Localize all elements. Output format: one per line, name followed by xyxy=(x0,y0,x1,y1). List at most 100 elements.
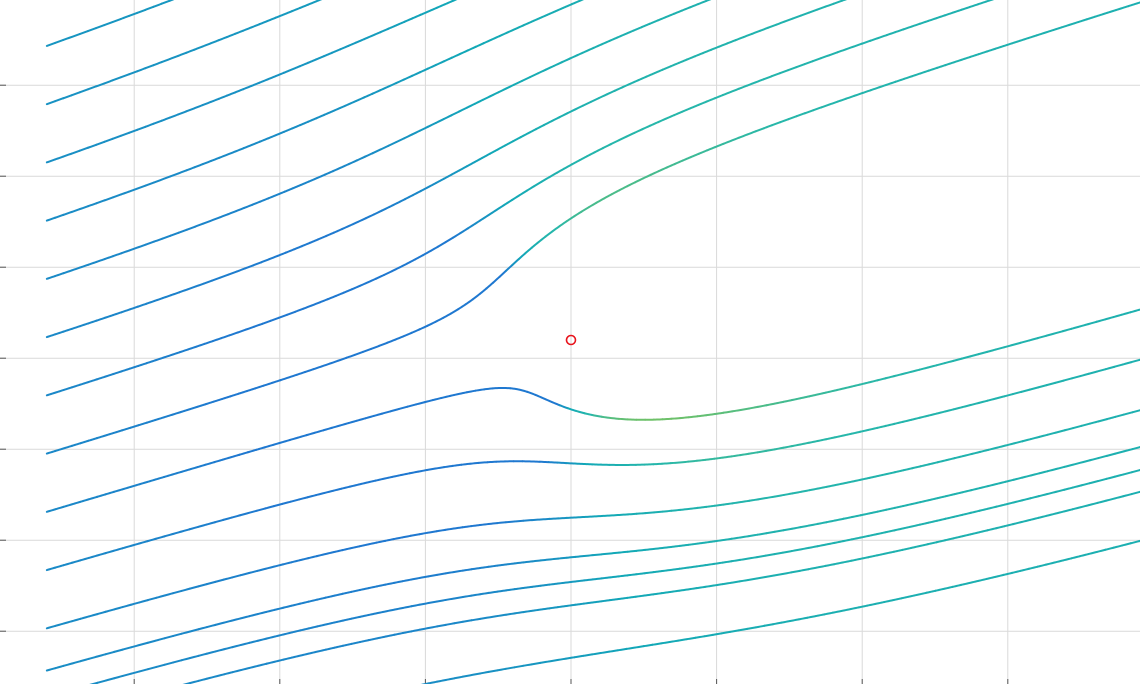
streamline-segment xyxy=(726,39,737,45)
streamline-segment xyxy=(1070,555,1081,560)
streamline-segment xyxy=(290,654,302,659)
streamline-segment xyxy=(442,312,452,319)
streamline-segment xyxy=(113,547,124,552)
streamline-segment xyxy=(177,51,188,57)
streamline-segment xyxy=(1130,490,1140,496)
streamline-segment xyxy=(1114,413,1125,418)
streamline-segment xyxy=(782,445,793,449)
streamline-segment xyxy=(738,133,749,139)
streamline-segment xyxy=(113,648,124,653)
streamline-segment xyxy=(95,24,106,30)
streamline-segment xyxy=(780,620,792,624)
streamline-segment xyxy=(317,235,328,241)
streamline-segment xyxy=(891,597,903,602)
streamline-segment xyxy=(653,68,664,75)
streamline-segment xyxy=(153,237,164,243)
streamline-segment xyxy=(1078,323,1090,328)
streamline-segment xyxy=(695,585,707,590)
streamline-segment xyxy=(1113,363,1124,368)
streamline-segment xyxy=(697,0,708,6)
streamline-segment xyxy=(513,561,525,565)
streamline-segment xyxy=(417,469,428,473)
streamline-segment xyxy=(486,460,498,464)
streamline-segment xyxy=(71,559,82,564)
streamline-segment xyxy=(960,355,972,360)
streamline-segment xyxy=(574,104,585,111)
streamline-segment xyxy=(163,634,175,640)
streamline-segment xyxy=(678,460,690,464)
streamline-segment xyxy=(583,578,594,582)
streamline-segment xyxy=(87,378,98,384)
streamline-segment xyxy=(497,87,508,94)
streamline-segment xyxy=(256,637,268,642)
streamline-segment xyxy=(1096,368,1107,373)
streamline-segment xyxy=(226,150,237,156)
streamline-segment xyxy=(482,38,493,45)
streamline-segment xyxy=(435,528,447,533)
streamline-segment xyxy=(609,575,620,579)
streamline-segment xyxy=(161,175,172,181)
streamline-segment xyxy=(427,680,439,684)
streamline-segment xyxy=(138,668,149,673)
streamline-segment xyxy=(739,535,751,539)
streamline-segment xyxy=(342,642,353,647)
streamline-segment xyxy=(146,639,158,644)
streamline-segment xyxy=(155,594,166,599)
streamline-segment xyxy=(884,422,896,427)
streamline-segment xyxy=(548,606,559,610)
streamline-segment xyxy=(194,282,205,288)
streamline-segment xyxy=(594,147,604,154)
streamline-segment xyxy=(95,199,106,205)
streamline-segment xyxy=(324,594,336,599)
streamline-segment xyxy=(927,66,939,72)
streamline-segment xyxy=(378,341,389,347)
streamline-segment xyxy=(273,606,285,611)
streamline-segment xyxy=(877,473,888,477)
streamline-segment xyxy=(316,648,328,653)
streamline-segment xyxy=(401,630,413,635)
streamline-segment xyxy=(773,400,785,405)
streamline-segment xyxy=(739,452,750,457)
streamline-segment xyxy=(1105,497,1116,502)
streamline-segment xyxy=(381,410,392,415)
streamline-segment xyxy=(129,483,140,488)
streamline-segment xyxy=(678,566,690,570)
streamline-segment xyxy=(87,143,98,149)
streamline-segment xyxy=(496,563,508,567)
streamline-segment xyxy=(95,82,106,88)
streamline-segment xyxy=(469,461,480,465)
streamline-segment xyxy=(375,583,387,588)
streamline-segment xyxy=(478,287,488,295)
streamline-segment xyxy=(152,61,163,67)
streamline-segment xyxy=(162,413,174,419)
streamline-segment xyxy=(136,8,147,14)
streamline-segment xyxy=(799,395,811,400)
streamline-segment xyxy=(87,655,99,660)
streamline-segment xyxy=(371,148,382,155)
streamline-segment xyxy=(1045,381,1057,387)
streamline-segment xyxy=(1131,446,1140,451)
streamline-segment xyxy=(1104,365,1116,371)
streamline-segment xyxy=(557,556,568,560)
streamline-segment xyxy=(1105,475,1117,480)
streamline-segment xyxy=(774,493,785,498)
streamline-segment xyxy=(575,409,586,415)
streamline-segment xyxy=(546,10,557,16)
streamline-segment xyxy=(901,546,913,551)
streamline-segment xyxy=(765,530,776,535)
streamline-segment xyxy=(851,478,863,483)
streamline-segment xyxy=(563,163,574,170)
streamline-segment xyxy=(332,549,344,554)
streamline-segment xyxy=(791,14,802,20)
streamline-segment xyxy=(632,26,643,32)
streamline-segment xyxy=(333,644,345,649)
streamline-segment xyxy=(466,222,477,230)
streamline-segment xyxy=(952,535,964,540)
streamline-segment xyxy=(414,401,426,406)
streamline-segment xyxy=(927,364,938,369)
streamline-segment xyxy=(146,596,158,602)
streamline-segment xyxy=(78,263,90,269)
streamline-segment xyxy=(995,395,1006,400)
streamline-segment xyxy=(299,120,310,127)
